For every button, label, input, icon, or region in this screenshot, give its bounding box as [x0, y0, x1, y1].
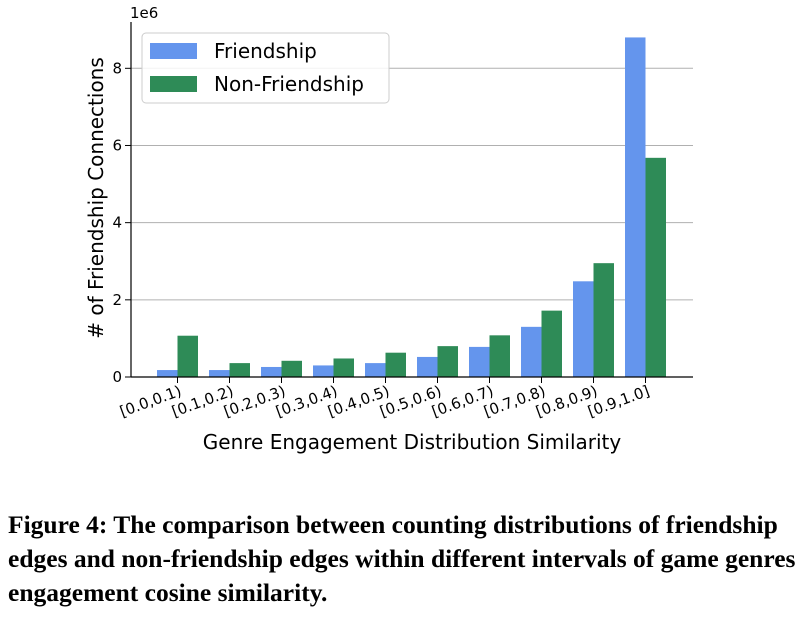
legend-label-friendship: Friendship: [214, 39, 317, 63]
y-tick-label: 8: [112, 59, 122, 77]
bar-friendship: [417, 356, 438, 377]
y-ticks: 0 2 4 6 8: [112, 59, 131, 386]
bar-friendship: [521, 326, 542, 377]
legend-swatch-friendship: [150, 43, 197, 59]
bar-friendship: [469, 346, 490, 377]
y-axis-label: # of Friendship Connections: [84, 57, 108, 339]
y-tick-label: 2: [112, 291, 122, 309]
x-axis-label: Genre Engagement Distribution Similarity: [203, 430, 622, 454]
bar-friendship: [261, 366, 282, 377]
legend: Friendship Non-Friendship: [141, 32, 390, 104]
y-scale-label: 1e6: [130, 4, 158, 22]
bar-non-friendship: [229, 363, 250, 377]
bar-friendship: [209, 370, 230, 377]
bar-non-friendship: [177, 335, 198, 377]
figure-caption: Figure 4: The comparison between countin…: [8, 510, 796, 607]
legend-swatch-non-friendship: [150, 76, 197, 92]
y-tick-label: 4: [112, 214, 122, 232]
bar-non-friendship: [489, 335, 510, 377]
y-tick-label: 0: [112, 368, 122, 386]
bar-non-friendship: [645, 157, 666, 377]
bar-friendship: [313, 365, 334, 377]
bar-chart: 0 2 4 6 8 [0.0,0.1)[0.1,0.2)[0.2,0.3)[0.3,0.…: [84, 4, 693, 454]
axes: [130, 22, 693, 378]
y-tick-label: 6: [112, 136, 122, 154]
bars: [157, 37, 666, 377]
bar-friendship: [365, 363, 386, 377]
bar-non-friendship: [333, 358, 354, 377]
bar-non-friendship: [437, 346, 458, 377]
bar-non-friendship: [593, 263, 614, 377]
bar-non-friendship: [281, 360, 302, 377]
bar-friendship: [573, 281, 594, 377]
bar-friendship: [157, 370, 178, 377]
legend-label-non-friendship: Non-Friendship: [214, 72, 364, 96]
legend-frame: [141, 32, 390, 104]
bar-friendship: [625, 37, 646, 377]
x-ticks: [0.0,0.1)[0.1,0.2)[0.2,0.3)[0.3,0.4)[0.4…: [117, 377, 652, 421]
bar-non-friendship: [385, 352, 406, 377]
bar-non-friendship: [541, 310, 562, 377]
